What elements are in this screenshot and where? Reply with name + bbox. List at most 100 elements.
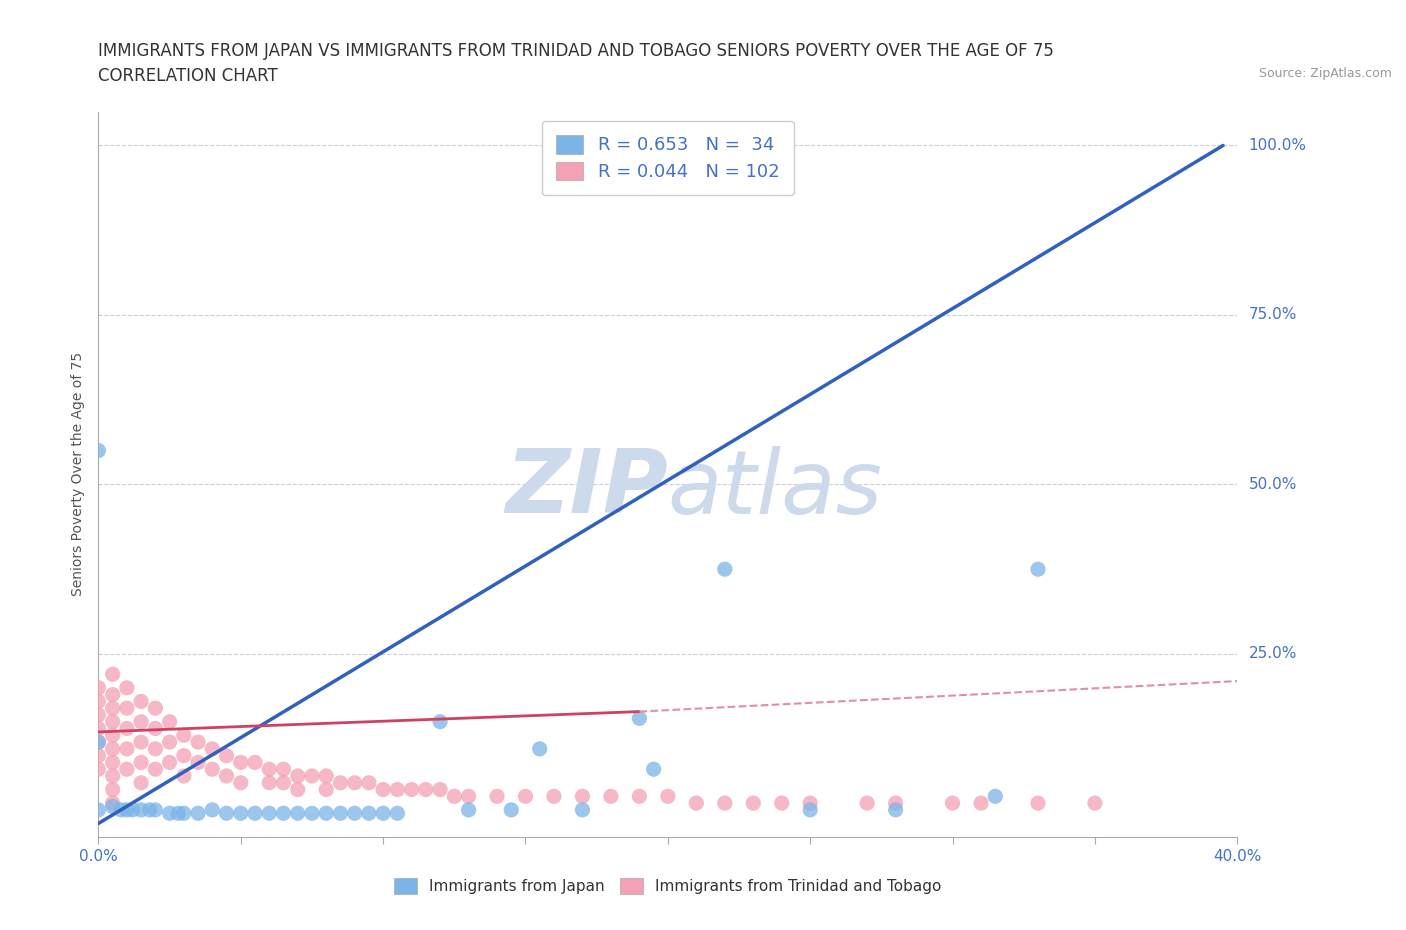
Point bbox=[129, 776, 152, 790]
Point bbox=[115, 681, 138, 696]
Point bbox=[1026, 562, 1049, 577]
Point bbox=[87, 443, 110, 458]
Point bbox=[129, 735, 152, 750]
Point bbox=[628, 711, 651, 725]
Point bbox=[259, 776, 281, 790]
Text: 50.0%: 50.0% bbox=[1249, 477, 1296, 492]
Point bbox=[259, 805, 281, 820]
Point bbox=[115, 721, 138, 736]
Point bbox=[315, 782, 337, 797]
Point bbox=[87, 803, 110, 817]
Point bbox=[373, 782, 395, 797]
Point bbox=[87, 735, 110, 750]
Point bbox=[129, 694, 152, 709]
Point bbox=[187, 805, 209, 820]
Point bbox=[273, 762, 295, 777]
Point bbox=[287, 768, 309, 783]
Point bbox=[101, 741, 124, 756]
Point bbox=[457, 803, 479, 817]
Point bbox=[529, 741, 551, 756]
Point bbox=[415, 782, 437, 797]
Text: ZIP: ZIP bbox=[505, 445, 668, 532]
Text: atlas: atlas bbox=[668, 445, 883, 532]
Point bbox=[87, 721, 110, 736]
Point bbox=[401, 782, 423, 797]
Point bbox=[657, 789, 679, 804]
Point bbox=[201, 803, 224, 817]
Point bbox=[187, 735, 209, 750]
Point bbox=[101, 782, 124, 797]
Point bbox=[301, 768, 323, 783]
Point bbox=[287, 805, 309, 820]
Point bbox=[101, 714, 124, 729]
Point bbox=[373, 805, 395, 820]
Point bbox=[884, 796, 907, 811]
Point bbox=[571, 803, 593, 817]
Point bbox=[159, 714, 181, 729]
Point bbox=[229, 776, 252, 790]
Point bbox=[571, 789, 593, 804]
Point bbox=[357, 776, 380, 790]
Point bbox=[287, 782, 309, 797]
Point bbox=[101, 667, 124, 682]
Text: CORRELATION CHART: CORRELATION CHART bbox=[98, 67, 278, 85]
Point bbox=[101, 796, 124, 811]
Point bbox=[145, 721, 167, 736]
Point bbox=[1026, 796, 1049, 811]
Point bbox=[457, 789, 479, 804]
Point bbox=[942, 796, 965, 811]
Point bbox=[201, 741, 224, 756]
Point bbox=[315, 768, 337, 783]
Point bbox=[856, 796, 879, 811]
Point bbox=[315, 805, 337, 820]
Point bbox=[343, 805, 366, 820]
Point bbox=[215, 805, 238, 820]
Point bbox=[243, 755, 266, 770]
Point bbox=[443, 789, 465, 804]
Point bbox=[145, 700, 167, 715]
Point bbox=[87, 681, 110, 696]
Point bbox=[87, 749, 110, 764]
Point bbox=[87, 762, 110, 777]
Point bbox=[600, 789, 623, 804]
Legend: Immigrants from Japan, Immigrants from Trinidad and Tobago: Immigrants from Japan, Immigrants from T… bbox=[387, 870, 949, 902]
Point bbox=[243, 805, 266, 820]
Point bbox=[138, 803, 160, 817]
Point bbox=[273, 805, 295, 820]
Point bbox=[115, 762, 138, 777]
Point bbox=[159, 805, 181, 820]
Point bbox=[173, 768, 195, 783]
Point bbox=[129, 803, 152, 817]
Point bbox=[501, 803, 523, 817]
Point bbox=[714, 562, 737, 577]
Point bbox=[984, 789, 1007, 804]
Point bbox=[387, 782, 409, 797]
Point bbox=[515, 789, 537, 804]
Point bbox=[87, 735, 110, 750]
Point bbox=[173, 749, 195, 764]
Text: Source: ZipAtlas.com: Source: ZipAtlas.com bbox=[1258, 67, 1392, 80]
Text: 100.0%: 100.0% bbox=[1249, 138, 1306, 153]
Point bbox=[215, 749, 238, 764]
Point bbox=[301, 805, 323, 820]
Point bbox=[543, 789, 565, 804]
Point bbox=[129, 755, 152, 770]
Point bbox=[87, 694, 110, 709]
Point bbox=[101, 700, 124, 715]
Text: 25.0%: 25.0% bbox=[1249, 646, 1296, 661]
Point bbox=[129, 714, 152, 729]
Point bbox=[101, 799, 124, 814]
Point bbox=[643, 762, 665, 777]
Point bbox=[187, 755, 209, 770]
Point bbox=[429, 782, 451, 797]
Point bbox=[429, 714, 451, 729]
Point bbox=[115, 700, 138, 715]
Y-axis label: Seniors Poverty Over the Age of 75: Seniors Poverty Over the Age of 75 bbox=[70, 352, 84, 596]
Point bbox=[110, 803, 132, 817]
Point bbox=[486, 789, 509, 804]
Point bbox=[685, 796, 707, 811]
Point bbox=[273, 776, 295, 790]
Point bbox=[770, 796, 793, 811]
Point bbox=[329, 805, 352, 820]
Point bbox=[167, 805, 190, 820]
